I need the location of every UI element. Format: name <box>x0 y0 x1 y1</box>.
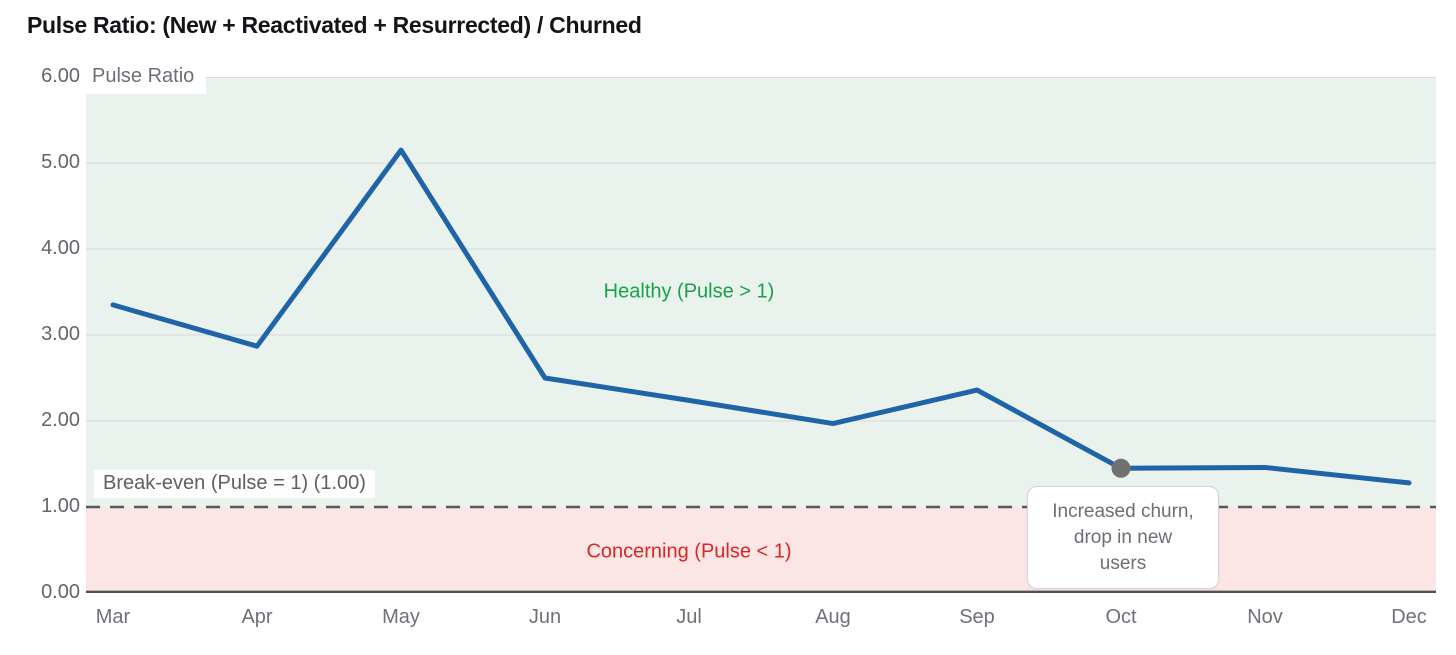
healthy-zone-label: Healthy (Pulse > 1) <box>603 280 775 303</box>
x-axis-label: Jul <box>676 606 702 628</box>
x-axis-label: Mar <box>95 606 131 628</box>
annotation-callout: Increased churn, drop in new users <box>1027 486 1219 590</box>
y-tick-label: 2.00 <box>41 409 80 431</box>
y-axis-title: Pulse Ratio <box>86 61 207 94</box>
healthy-zone <box>86 77 1436 507</box>
pulse-ratio-line <box>110 147 1412 486</box>
y-tick-label: 1.00 <box>41 495 80 517</box>
x-axis-label: Sep <box>959 606 995 628</box>
x-axis-label: Oct <box>1105 606 1137 628</box>
y-tick-label: 0.00 <box>41 581 80 603</box>
plot-svg <box>86 77 1436 593</box>
chart-title: Pulse Ratio: (New + Reactivated + Resurr… <box>27 12 642 38</box>
x-axis-label: May <box>382 606 420 628</box>
plot-area: 6.00 5.00 4.00 3.00 2.00 1.00 0.00 Mar Apr May Ju… <box>41 61 1436 628</box>
y-tick-label: 5.00 <box>41 151 80 173</box>
y-tick-label: 3.00 <box>41 323 80 345</box>
x-axis-label: Apr <box>241 606 273 628</box>
break-even-label: Break-even (Pulse = 1) (1.00) <box>94 470 375 498</box>
y-tick-label: 6.00 <box>41 65 80 87</box>
annotation-marker-dot[interactable] <box>1111 458 1131 478</box>
x-axis-label: Aug <box>815 606 851 628</box>
y-tick-label: 4.00 <box>41 237 80 259</box>
x-axis-label: Dec <box>1391 606 1427 628</box>
x-axis-label: Jun <box>528 606 562 628</box>
x-axis-label: Nov <box>1247 606 1283 628</box>
concerning-zone-label: Concerning (Pulse < 1) <box>586 540 792 563</box>
